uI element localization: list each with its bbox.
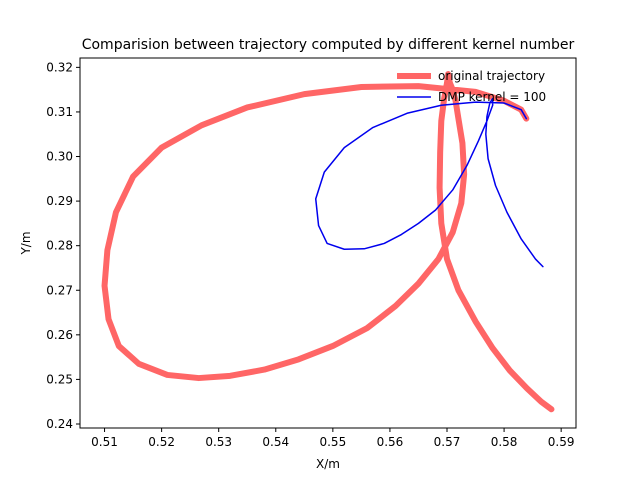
y-tick-label: 0.29 bbox=[46, 194, 73, 208]
series-line-original-trajectory bbox=[101, 71, 555, 413]
y-tick-label: 0.25 bbox=[46, 372, 73, 386]
plot-lines bbox=[101, 71, 555, 413]
x-tick-label: 0.52 bbox=[148, 435, 175, 449]
y-tick-label: 0.28 bbox=[46, 239, 73, 253]
x-axis-title: X/m bbox=[316, 457, 340, 471]
x-tick-label: 0.59 bbox=[548, 435, 575, 449]
chart-title: Comparision between trajectory computed … bbox=[82, 37, 575, 53]
legend: original trajectory DMP kernel = 100 bbox=[397, 69, 546, 104]
x-tick-label: 0.51 bbox=[91, 435, 118, 449]
x-tick-label: 0.56 bbox=[377, 435, 404, 449]
y-tick-label: 0.30 bbox=[46, 150, 73, 164]
legend-label-original-trajectory: original trajectory bbox=[438, 69, 545, 83]
x-tick-label: 0.53 bbox=[205, 435, 232, 449]
y-tick-label: 0.27 bbox=[46, 283, 73, 297]
plot-frame bbox=[79, 57, 577, 429]
y-tick-label: 0.24 bbox=[46, 417, 73, 431]
y-tick-label: 0.32 bbox=[46, 60, 73, 74]
x-axis: 0.51 0.52 0.53 0.54 0.55 0.56 0.57 0.58 0.59 bbox=[91, 428, 575, 449]
y-tick-label: 0.26 bbox=[46, 328, 73, 342]
x-tick-label: 0.58 bbox=[491, 435, 518, 449]
y-tick-label: 0.31 bbox=[46, 105, 73, 119]
y-axis: 0.24 0.25 0.26 0.27 0.28 0.29 0.30 0.31 0.32 bbox=[46, 60, 80, 431]
x-tick-label: 0.55 bbox=[319, 435, 346, 449]
x-tick-label: 0.54 bbox=[262, 435, 289, 449]
y-axis-title: Y/m bbox=[19, 231, 33, 255]
series-line-dmp-kernel-100 bbox=[314, 97, 544, 268]
x-tick-label: 0.57 bbox=[434, 435, 461, 449]
legend-label-dmp-kernel-100: DMP kernel = 100 bbox=[438, 90, 546, 104]
